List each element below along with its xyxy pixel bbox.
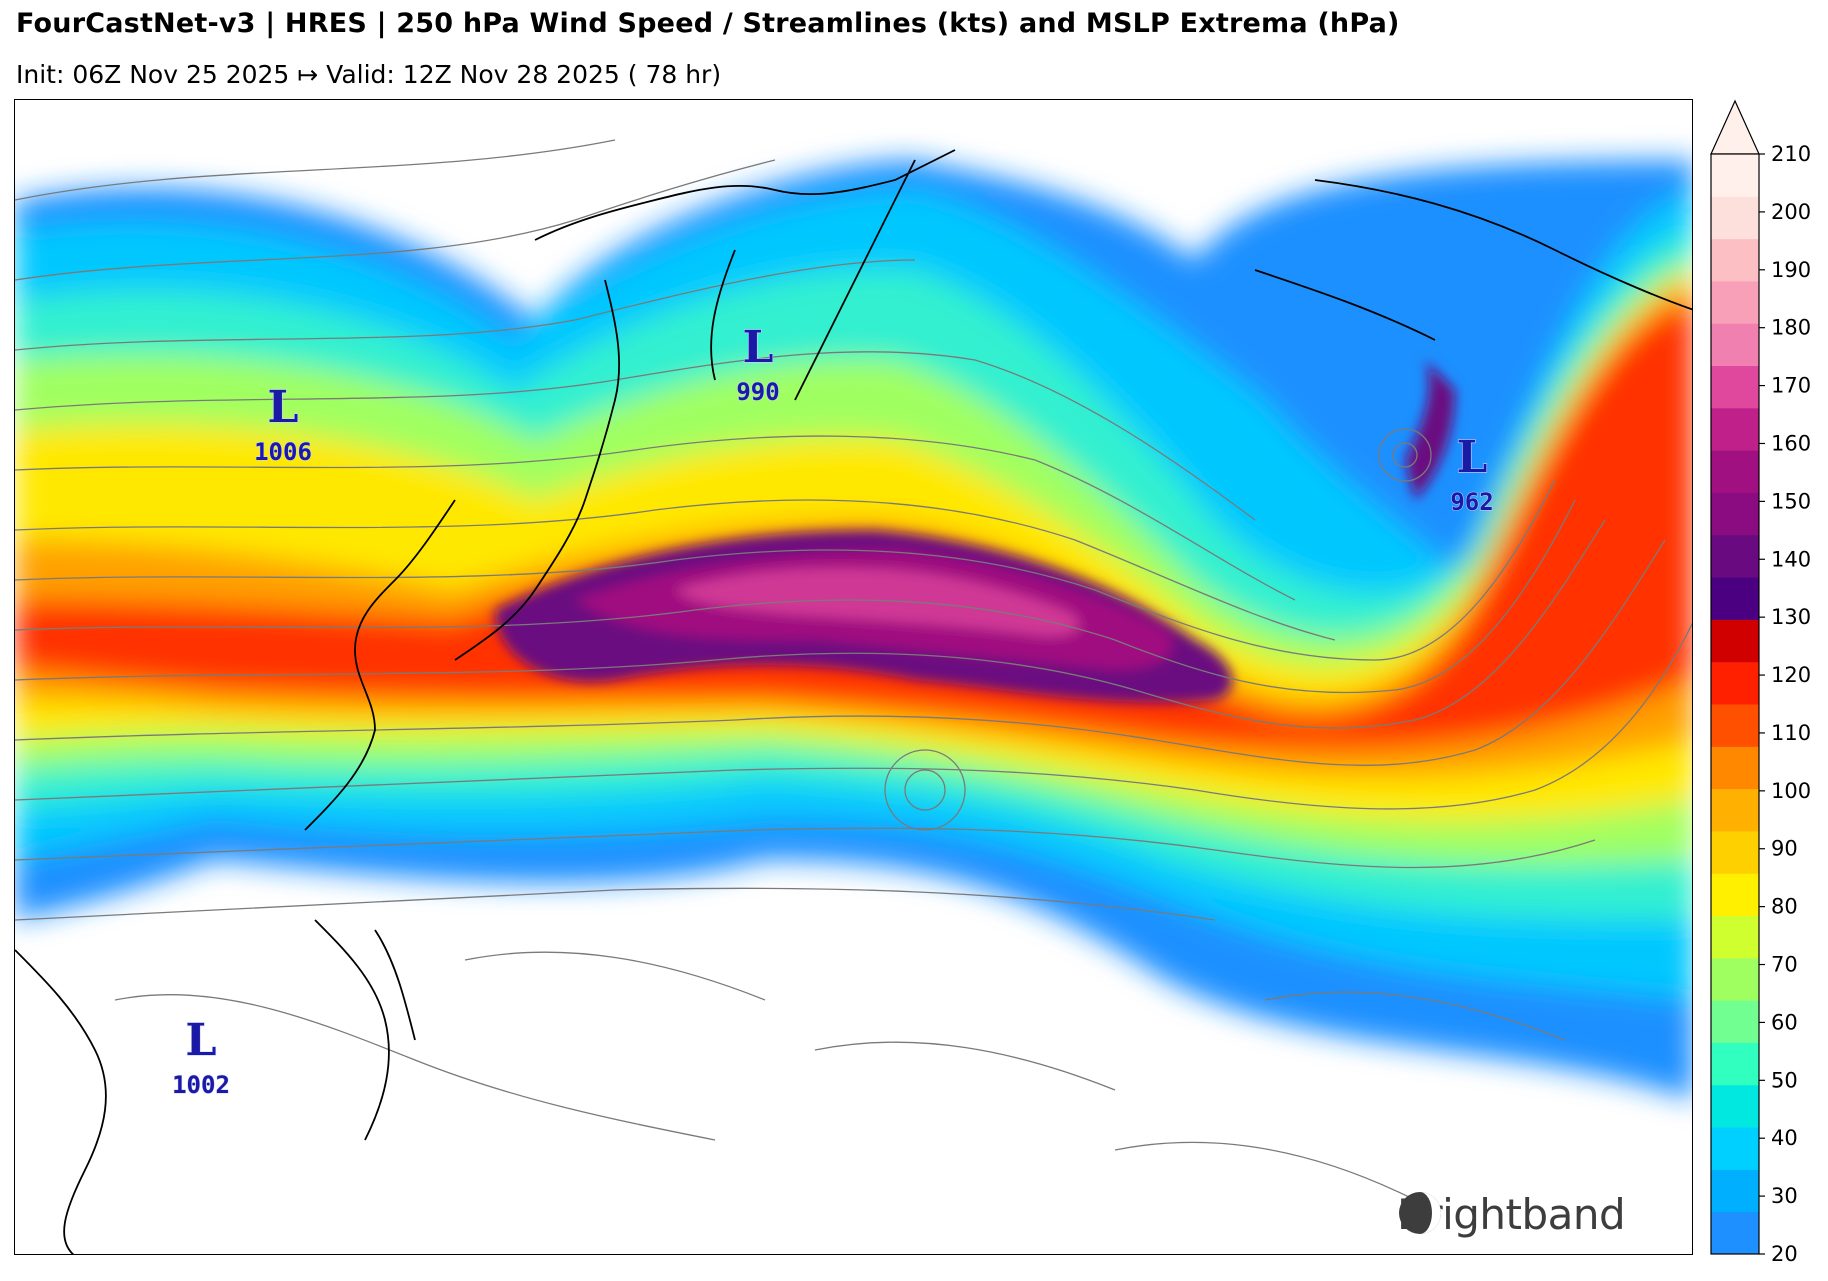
low-1006: L 1006 (254, 381, 313, 466)
colorbar-tick-label: 170 (1771, 374, 1811, 398)
colorbar-swatch (1711, 1042, 1759, 1086)
colorbar: 20 30 40 50 60 70 80 90 100 110 120 130 140 150 160 170… (1709, 99, 1813, 1266)
low-990-symbol: L (743, 322, 774, 373)
low-990: L 990 (736, 321, 780, 406)
colorbar-swatch (1711, 746, 1759, 790)
colorbar-swatch (1711, 1084, 1759, 1128)
low-1002-value: 1002 (172, 1071, 230, 1099)
colorbar-tick-label: 50 (1771, 1068, 1798, 1092)
low-1006-symbol: L (268, 382, 299, 433)
colorbar-tick-label: 80 (1771, 895, 1798, 919)
colorbar-tick-label: 70 (1771, 953, 1798, 977)
colorbar-swatch (1711, 1000, 1759, 1043)
colorbar-frame (1710, 153, 1760, 1255)
colorbar-swatch (1711, 661, 1759, 705)
colorbar-swatch (1711, 873, 1759, 917)
colorbar-swatch (1711, 619, 1759, 663)
colorbar-swatch (1711, 323, 1759, 367)
colorbar-swatch (1711, 1211, 1759, 1255)
colorbar-tick-label: 130 (1771, 605, 1811, 629)
low-1002-symbol: L (186, 1015, 217, 1066)
low-962-value: 962 (1450, 488, 1493, 516)
colorbar-swatch (1711, 704, 1759, 747)
low-962-symbol: L (1457, 432, 1488, 483)
colorbar-swatch (1711, 534, 1759, 578)
colorbar-tick-label: 30 (1771, 1184, 1798, 1208)
brand-logo: Brightband (1397, 1190, 1626, 1239)
low-990-value: 990 (736, 378, 779, 406)
colorbar-tick-label: 20 (1771, 1242, 1798, 1266)
colorbar-tick-label: 160 (1771, 431, 1811, 455)
colorbar-tick-label: 140 (1771, 547, 1811, 571)
jet-core-shading (495, 360, 1455, 703)
low-1002: L 1002 (172, 1014, 231, 1099)
colorbar-swatch (1711, 915, 1759, 959)
colorbar-swatch (1711, 238, 1759, 282)
colorbar-swatch (1711, 196, 1759, 240)
colorbar-svg: 20 30 40 50 60 70 80 90 100 110 120 130 140 150 160 170… (1710, 99, 1811, 1266)
colorbar-tick-label: 40 (1771, 1126, 1798, 1150)
brightband-logo-icon (1399, 1192, 1441, 1234)
colorbar-swatch (1711, 492, 1759, 536)
colorbar-tick-label: 120 (1771, 663, 1811, 687)
colorbar-swatch (1711, 407, 1759, 451)
colorbar-tick-label: 190 (1771, 258, 1811, 282)
map-title: FourCastNet-v3 | HRES | 250 hPa Wind Spe… (16, 8, 1400, 39)
colorbar-tick-label: 110 (1771, 721, 1811, 745)
colorbar-extend-max (1710, 99, 1760, 155)
colorbar-swatch (1711, 577, 1759, 620)
map-panel: L 1006 L 990 L 962 L 1002 Brightband (14, 99, 1693, 1255)
wind-speed-map: L 1006 L 990 L 962 L 1002 (15, 139, 1692, 1254)
colorbar-tick-label: 210 (1771, 142, 1811, 166)
colorbar-swatch (1711, 1127, 1759, 1170)
map-subtitle: Init: 06Z Nov 25 2025 ↦ Valid: 12Z Nov 2… (16, 60, 722, 89)
colorbar-tick-label: 60 (1771, 1010, 1798, 1034)
low-1006-value: 1006 (254, 438, 312, 466)
colorbar-swatch (1711, 788, 1759, 832)
low-962: L 962 (1450, 431, 1494, 516)
colorbar-swatch (1711, 957, 1759, 1001)
colorbar-tick-label: 90 (1771, 837, 1798, 861)
colorbar-swatch (1711, 830, 1759, 874)
streamlines (15, 139, 1692, 1201)
colorbar-swatch (1711, 1169, 1759, 1213)
colorbar-tick-label: 100 (1771, 779, 1811, 803)
coastlines (15, 149, 1692, 1254)
colorbar-swatch (1711, 154, 1759, 197)
colorbar-swatch (1711, 450, 1759, 493)
colorbar-tick-label: 200 (1771, 200, 1811, 224)
colorbar-tick-label: 180 (1771, 316, 1811, 340)
colorbar-swatch (1711, 280, 1759, 324)
colorbar-tick-label: 150 (1771, 489, 1811, 513)
colorbar-swatch (1711, 365, 1759, 409)
